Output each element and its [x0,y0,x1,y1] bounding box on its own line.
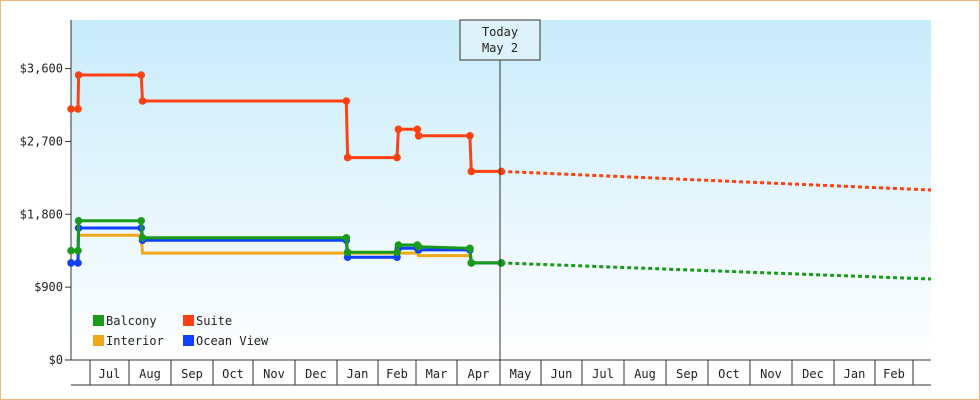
data-point [467,167,476,176]
data-point [138,97,147,105]
y-tick-label: $0 [49,353,63,367]
data-point [414,132,423,140]
forecast-line-balcony [501,261,932,281]
data-point [394,125,403,134]
legend-swatch [93,315,104,326]
data-point [466,132,474,140]
x-tick-label: Apr [468,367,490,381]
x-tick-label: Jun [551,367,573,381]
x-tick-label: Nov [263,367,285,381]
data-point [342,234,351,242]
data-point [466,244,474,253]
legend-swatch [93,335,104,346]
legend-swatch [183,315,194,326]
data-point [467,259,476,267]
legend-label: Interior [106,334,164,348]
x-tick-label: Aug [634,367,656,381]
y-tick-label: $2,700 [20,134,63,148]
today-date: May 2 [482,41,518,55]
data-point [74,217,83,225]
data-point [413,125,422,134]
today-box [459,19,541,61]
data-point [394,241,403,249]
data-point [67,246,75,255]
x-tick-label: Feb [386,367,408,381]
x-tick-label: Mar [426,367,448,381]
plot-background [71,20,931,360]
legend-label: Balcony [106,314,157,328]
x-tick-label: Sep [181,367,203,381]
x-tick-label: Dec [802,367,824,381]
x-tick-label: Nov [760,367,782,381]
data-point [138,234,147,242]
data-point [393,248,401,257]
series-balcony [67,217,932,281]
data-point [74,259,82,267]
data-point [137,217,145,225]
x-tick-label: Sep [676,367,698,381]
y-tick-label: $3,600 [20,62,63,76]
x-tick-label: Oct [718,367,740,381]
series-suite [67,71,932,192]
x-tick-label: Jul [592,367,614,381]
y-tick-label: $900 [34,280,63,294]
data-point [414,242,423,251]
data-point [497,167,506,176]
legend-item-interior: Interior [93,334,164,348]
data-point [74,71,83,79]
data-point [74,105,82,113]
x-tick-label: Jan [347,367,369,381]
legend-item-suite: Suite [183,314,232,328]
series-line-ocean-view [71,226,502,265]
data-point [67,105,75,113]
data-point [137,71,145,79]
legend-label: Suite [196,314,232,328]
data-point [343,153,352,162]
x-tick-label: Jan [844,367,866,381]
x-tick-label: Jul [99,367,121,381]
legend-item-balcony: Balcony [93,314,157,328]
x-tick-label: Feb [883,367,905,381]
series-line-balcony [71,219,502,265]
data-point [67,259,75,267]
x-tick-label: Aug [139,367,161,381]
legend: Balcony Suite Interior Ocean View [93,314,269,348]
legend-swatch [183,335,194,346]
forecast-line-suite [501,169,932,192]
data-point [393,153,401,162]
legend-label: Ocean View [196,334,269,348]
data-point [74,246,82,255]
legend-item-ocean-view: Ocean View [183,334,269,348]
series-line-suite [71,73,502,173]
x-tick-label: Dec [305,367,327,381]
x-tick-label: May [510,367,532,381]
today-marker: Today May 2 [459,19,541,360]
x-tick-label: Oct [222,367,244,381]
series-layer [67,71,932,281]
axes: $0 $900 $1,800 $2,700 $3,600 Jul Aug Sep Oct Nov D… [20,20,931,386]
data-point [497,259,506,267]
y-tick-label: $1,800 [20,207,63,221]
data-point [342,97,351,105]
data-point [343,248,352,257]
today-label: Today [482,25,518,39]
